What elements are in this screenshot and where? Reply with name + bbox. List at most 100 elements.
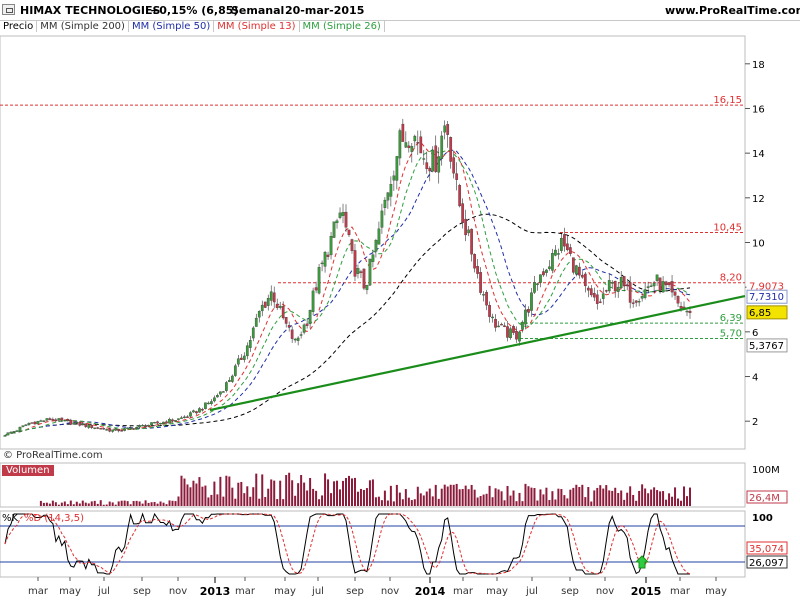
- volume-bar: [572, 487, 575, 506]
- price-tick-label: 4: [752, 373, 758, 384]
- candle-body: [323, 251, 327, 267]
- volume-bar: [180, 475, 183, 506]
- volume-bar: [500, 491, 503, 506]
- candle-body: [195, 411, 198, 414]
- candle-body: [557, 253, 560, 255]
- candle-body: [479, 272, 482, 293]
- candle-body: [168, 419, 171, 424]
- volume-bar: [611, 490, 614, 506]
- candle-body: [563, 234, 566, 247]
- legend-ma50[interactable]: MM (Simple 50): [129, 21, 215, 32]
- volume-bar: [252, 487, 255, 506]
- candle-body: [269, 291, 273, 301]
- volume-bar: [249, 496, 252, 506]
- candle-body: [554, 249, 557, 256]
- volume-bar: [186, 484, 189, 506]
- stoch-d-title[interactable]: %D (14,3,5): [24, 513, 84, 524]
- candle-body: [198, 408, 201, 413]
- volume-bar: [461, 488, 464, 506]
- stoch-d-value: 35,074: [749, 544, 784, 555]
- candle-body: [389, 183, 393, 197]
- candle-body: [685, 310, 689, 313]
- candle-body: [500, 323, 503, 326]
- volume-bar: [267, 488, 270, 506]
- volume-bar: [177, 496, 180, 506]
- candle-body: [368, 258, 372, 286]
- stochastic-pane[interactable]: [0, 510, 746, 578]
- volume-bar: [689, 487, 691, 506]
- candle-body: [84, 423, 88, 427]
- candle-body: [263, 301, 267, 308]
- candle-body: [111, 429, 115, 432]
- candle-body: [398, 130, 402, 159]
- candle-body: [96, 427, 100, 429]
- legend-ma26[interactable]: MM (Simple 26): [300, 21, 385, 32]
- legend-price[interactable]: Precio: [0, 21, 38, 32]
- volume-bar: [87, 503, 90, 506]
- volume-bar: [566, 498, 569, 506]
- candle-body: [566, 243, 569, 251]
- site-url[interactable]: www.ProRealTime.com: [665, 4, 800, 17]
- volume-bar: [321, 495, 324, 506]
- volume-bar: [494, 488, 497, 506]
- volume-bar: [297, 483, 300, 506]
- volume-bar: [437, 498, 440, 506]
- candle-body: [470, 228, 473, 255]
- candle-body: [171, 419, 174, 422]
- volume-bar: [231, 487, 234, 506]
- time-axis: mar may jul sep nov mar may jul sep nov mar may jul s…: [28, 577, 727, 598]
- candle-body: [545, 269, 548, 273]
- volume-bar: [677, 498, 680, 506]
- candle-body: [524, 309, 527, 325]
- stoch-d-line: [4, 513, 691, 575]
- candle-body: [129, 427, 132, 429]
- ma13-line: [4, 141, 691, 436]
- candle-body: [69, 419, 73, 425]
- candle-body: [667, 282, 671, 286]
- candle-body: [661, 281, 665, 293]
- candle-body: [458, 185, 462, 207]
- volume-bar: [48, 503, 51, 506]
- candle-body: [15, 430, 19, 432]
- candle-body: [542, 271, 545, 276]
- price-pane[interactable]: [0, 35, 746, 450]
- candle-body: [338, 212, 342, 218]
- legend-ma200[interactable]: MM (Simple 200): [37, 21, 129, 32]
- volume-bar: [659, 491, 662, 506]
- candle-body: [141, 424, 144, 427]
- month-label: may: [274, 586, 296, 597]
- candle-body: [159, 422, 162, 425]
- candle-body: [610, 282, 614, 284]
- stoch-k-title[interactable]: %K: [2, 513, 19, 524]
- volume-bar: [416, 486, 419, 506]
- volume-bar: [144, 500, 147, 506]
- volume-bar: [485, 493, 488, 506]
- candle-body: [278, 305, 282, 308]
- candle-body: [39, 420, 43, 422]
- candle-body: [637, 300, 641, 303]
- level-label: 8,20: [720, 273, 742, 284]
- volume-bar: [653, 487, 656, 506]
- volume-bar: [464, 485, 467, 506]
- ma50-line: [4, 149, 691, 436]
- year-label: 2014: [415, 585, 446, 598]
- volume-bar: [99, 500, 102, 506]
- window-icon[interactable]: [2, 4, 15, 15]
- candle-body: [533, 282, 536, 293]
- volume-title[interactable]: Volumen: [2, 465, 54, 476]
- volume-bar: [569, 489, 572, 506]
- legend-ma13[interactable]: MM (Simple 13): [214, 21, 300, 32]
- candle-body: [473, 253, 476, 269]
- candle-body: [6, 432, 10, 436]
- candle-body: [123, 428, 127, 431]
- candle-body: [407, 145, 411, 149]
- volume-bar: [371, 479, 374, 506]
- candle-body: [239, 357, 243, 360]
- volume-bar: [446, 486, 449, 506]
- volume-bar: [162, 502, 165, 506]
- candle-body: [311, 290, 315, 312]
- candle-body: [260, 304, 264, 312]
- volume-bar: [333, 481, 336, 506]
- volume-bar: [147, 502, 150, 506]
- volume-bar: [377, 496, 380, 506]
